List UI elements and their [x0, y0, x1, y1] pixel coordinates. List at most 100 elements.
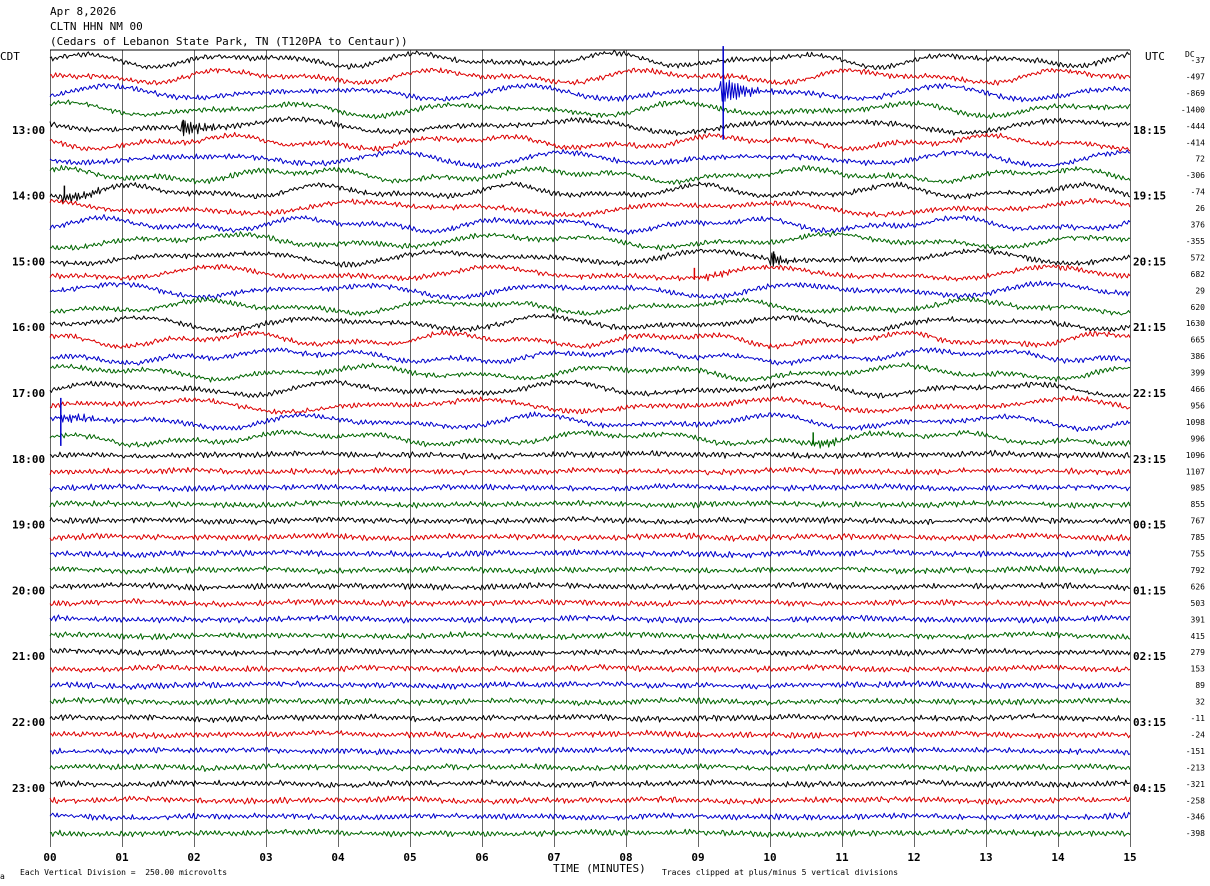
dc-offset-label: -74 [1191, 188, 1206, 197]
clip-note: Traces clipped at plus/minus 5 vertical … [662, 868, 899, 877]
seismic-trace-33 [49, 598, 1131, 608]
dc-offset-label: 785 [1191, 533, 1206, 542]
seismic-trace-37 [49, 663, 1131, 673]
seismic-trace-11 [49, 230, 1131, 252]
utc-hour-label: 18:15 [1133, 124, 1166, 137]
dc-offset-label: 72 [1195, 155, 1205, 164]
dc-offset-label: 1098 [1186, 418, 1205, 427]
seismic-trace-23 [49, 429, 1131, 449]
seismic-trace-36 [49, 647, 1131, 657]
seismic-trace-18 [49, 346, 1131, 366]
dc-offset-label: -258 [1186, 796, 1205, 805]
dc-offset-label: -37 [1191, 56, 1206, 65]
dc-offset-label: -444 [1186, 122, 1205, 131]
seismic-trace-46 [49, 811, 1131, 822]
seismic-trace-16 [49, 313, 1131, 333]
seismic-trace-14 [49, 280, 1131, 301]
dc-offset-label: 855 [1191, 500, 1206, 509]
dc-offset-label: 665 [1191, 336, 1206, 345]
seismic-trace-9 [49, 197, 1131, 218]
dc-offset-label: 767 [1191, 517, 1206, 526]
dc-offset-label: -1400 [1181, 105, 1205, 114]
dc-offset-label: 626 [1191, 582, 1206, 591]
seismic-trace-5 [49, 131, 1131, 152]
dc-offset-label: -24 [1191, 730, 1206, 739]
dc-offset-label: 985 [1191, 484, 1206, 493]
dc-offset-label: 376 [1191, 221, 1206, 230]
dc-offset-label: -213 [1186, 763, 1205, 772]
dc-offset-label: -414 [1186, 138, 1205, 147]
seismic-trace-47 [49, 828, 1131, 838]
seismic-trace-26 [49, 482, 1131, 493]
x-tick-label: 15 [1123, 851, 1136, 864]
dc-offset-label: 89 [1195, 681, 1205, 690]
scale-note: Each Vertical Division = 250.00 microvol… [20, 868, 228, 877]
dc-header: DC [1185, 50, 1195, 59]
seismic-trace-27 [49, 499, 1131, 509]
dc-offset-label: 399 [1191, 369, 1206, 378]
utc-hour-label: 20:15 [1133, 255, 1166, 268]
dc-offset-label: 32 [1195, 698, 1205, 707]
dc-offset-label: 503 [1191, 599, 1206, 608]
seismic-trace-45 [49, 795, 1131, 805]
dc-offset-label: 1630 [1186, 319, 1205, 328]
cdt-hour-label: 18:00 [12, 453, 45, 466]
cdt-hour-label: 16:00 [12, 321, 45, 334]
seismic-trace-42 [49, 746, 1131, 756]
seismic-trace-30 [49, 549, 1131, 559]
x-axis-tick-labels: 00 01 02 03 04 05 06 07 08 09 10 11 12 13 14 15 [43, 851, 1136, 864]
dc-offset-label: 1107 [1186, 467, 1205, 476]
seismic-trace-19 [49, 362, 1131, 383]
seismic-trace-21 [49, 395, 1131, 415]
seismic-trace-31 [49, 565, 1131, 575]
dc-offset-label: 956 [1191, 401, 1206, 410]
x-tick-label: 13 [979, 851, 992, 864]
seismic-trace-44 [49, 778, 1131, 789]
seismic-trace-4 [49, 116, 1131, 137]
cdt-hour-label: 22:00 [12, 716, 45, 729]
x-tick-label: 08 [619, 851, 632, 864]
dc-offset-label: 996 [1191, 434, 1206, 443]
left-timezone-label: CDT [0, 50, 20, 63]
cdt-hour-label: 23:00 [12, 782, 45, 795]
x-tick-label: 07 [547, 851, 560, 864]
dc-offset-label: 620 [1191, 303, 1206, 312]
seismic-trace-6 [49, 149, 1131, 170]
utc-hour-label: 23:15 [1133, 453, 1166, 466]
dc-offset-label: 415 [1191, 632, 1206, 641]
seismic-trace-39 [49, 697, 1131, 707]
dc-offset-label: 26 [1195, 204, 1205, 213]
x-tick-label: 14 [1051, 851, 1065, 864]
seismic-trace-24 [49, 449, 1131, 460]
seismic-trace-22 [49, 411, 1131, 432]
dc-offset-label: -306 [1186, 171, 1205, 180]
x-tick-label: 09 [691, 851, 704, 864]
seismic-trace-3 [49, 99, 1131, 120]
seismic-trace-43 [49, 763, 1131, 772]
seismic-trace-12 [49, 248, 1131, 268]
x-tick-label: 03 [259, 851, 272, 864]
cdt-hour-label: 13:00 [12, 124, 45, 137]
seismic-traces [49, 46, 1131, 838]
x-tick-label: 05 [403, 851, 416, 864]
cdt-hour-labels: 13:00 14:00 15:00 16:00 17:00 18:00 19:00 20:00… [12, 124, 45, 795]
dc-offset-label: -321 [1186, 780, 1205, 789]
dc-offset-labels: DC -37 -497 -869 -1400 -444 -414 72 -306 -74 26 37… [1181, 50, 1205, 838]
dc-offset-label: 755 [1191, 550, 1206, 559]
seismic-trace-34 [49, 614, 1131, 624]
seismic-trace-40 [49, 713, 1131, 723]
dc-offset-label: -346 [1186, 813, 1205, 822]
cdt-hour-label: 17:00 [12, 387, 45, 400]
dc-offset-label: -497 [1186, 72, 1205, 81]
seismic-trace-41 [49, 729, 1131, 740]
x-tick-label: 06 [475, 851, 489, 864]
seismic-trace-15 [49, 296, 1131, 317]
station-code: CLTN HHN NM 00 [50, 20, 143, 33]
dc-offset-label: -151 [1186, 747, 1205, 756]
minute-gridlines [50, 49, 1131, 847]
seismic-trace-0 [49, 49, 1131, 71]
x-tick-label: 12 [907, 851, 920, 864]
dc-offset-label: -355 [1186, 237, 1205, 246]
dc-offset-label: 386 [1191, 352, 1206, 361]
